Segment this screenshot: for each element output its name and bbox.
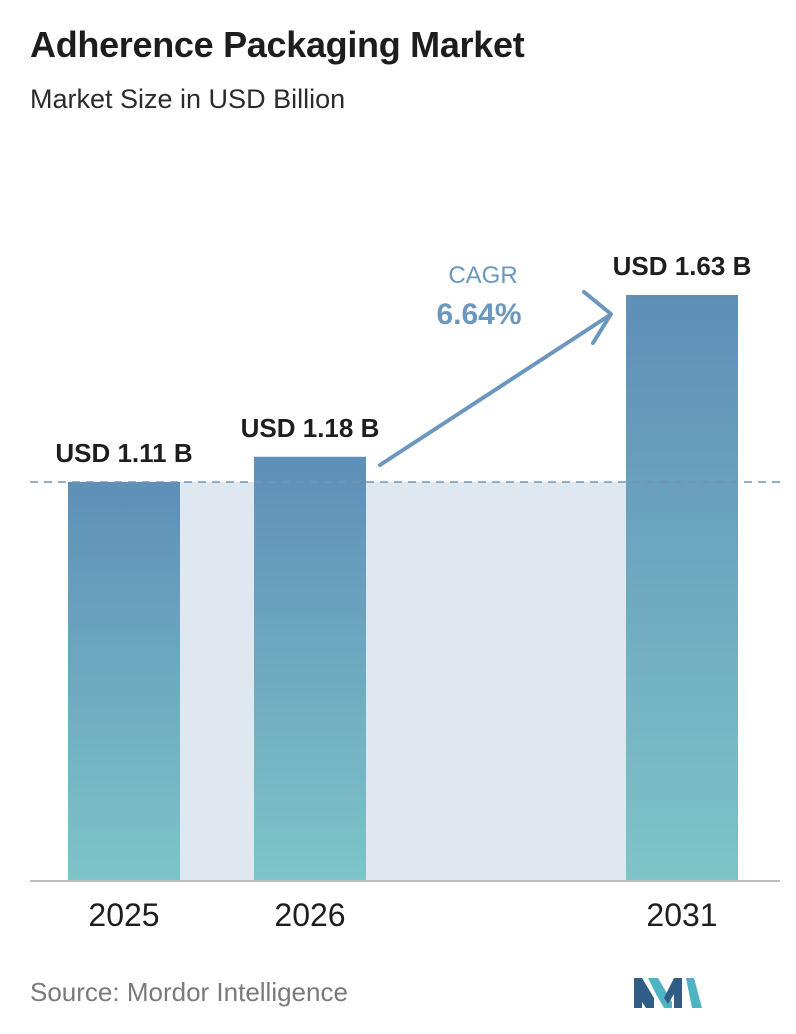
- chart-subtitle: Market Size in USD Billion: [30, 84, 346, 114]
- reference-band: [366, 481, 626, 881]
- cagr-label: CAGR: [448, 262, 517, 289]
- x-tick-label-2031: 2031: [646, 897, 717, 933]
- chart-title: Adherence Packaging Market: [30, 24, 525, 65]
- data-label-2031: USD 1.63 B: [613, 251, 752, 281]
- logo-shape-tail: [686, 978, 702, 1008]
- bar-chart: 2025 2026 2031 USD 1.11 B USD 1.18 B USD 1.6…: [30, 251, 780, 933]
- x-tick-label-2026: 2026: [274, 897, 345, 933]
- logo-shape-right: [664, 978, 682, 1008]
- cagr-value: 6.64%: [436, 298, 521, 331]
- data-label-2026: USD 1.18 B: [241, 413, 380, 443]
- bar-2031: [626, 295, 738, 881]
- bar-2026: [254, 456, 366, 881]
- logo-shape-left: [634, 978, 654, 1008]
- mordor-intelligence-logo-icon: [634, 978, 702, 1008]
- cagr-arrow-line: [378, 313, 612, 467]
- reference-band: [180, 481, 254, 881]
- source-note: Source: Mordor Intelligence: [30, 977, 348, 1007]
- cagr-arrow-head: [582, 290, 613, 345]
- data-label-2025: USD 1.11 B: [55, 438, 192, 468]
- x-tick-label-2025: 2025: [88, 897, 159, 933]
- bar-2025: [68, 481, 180, 881]
